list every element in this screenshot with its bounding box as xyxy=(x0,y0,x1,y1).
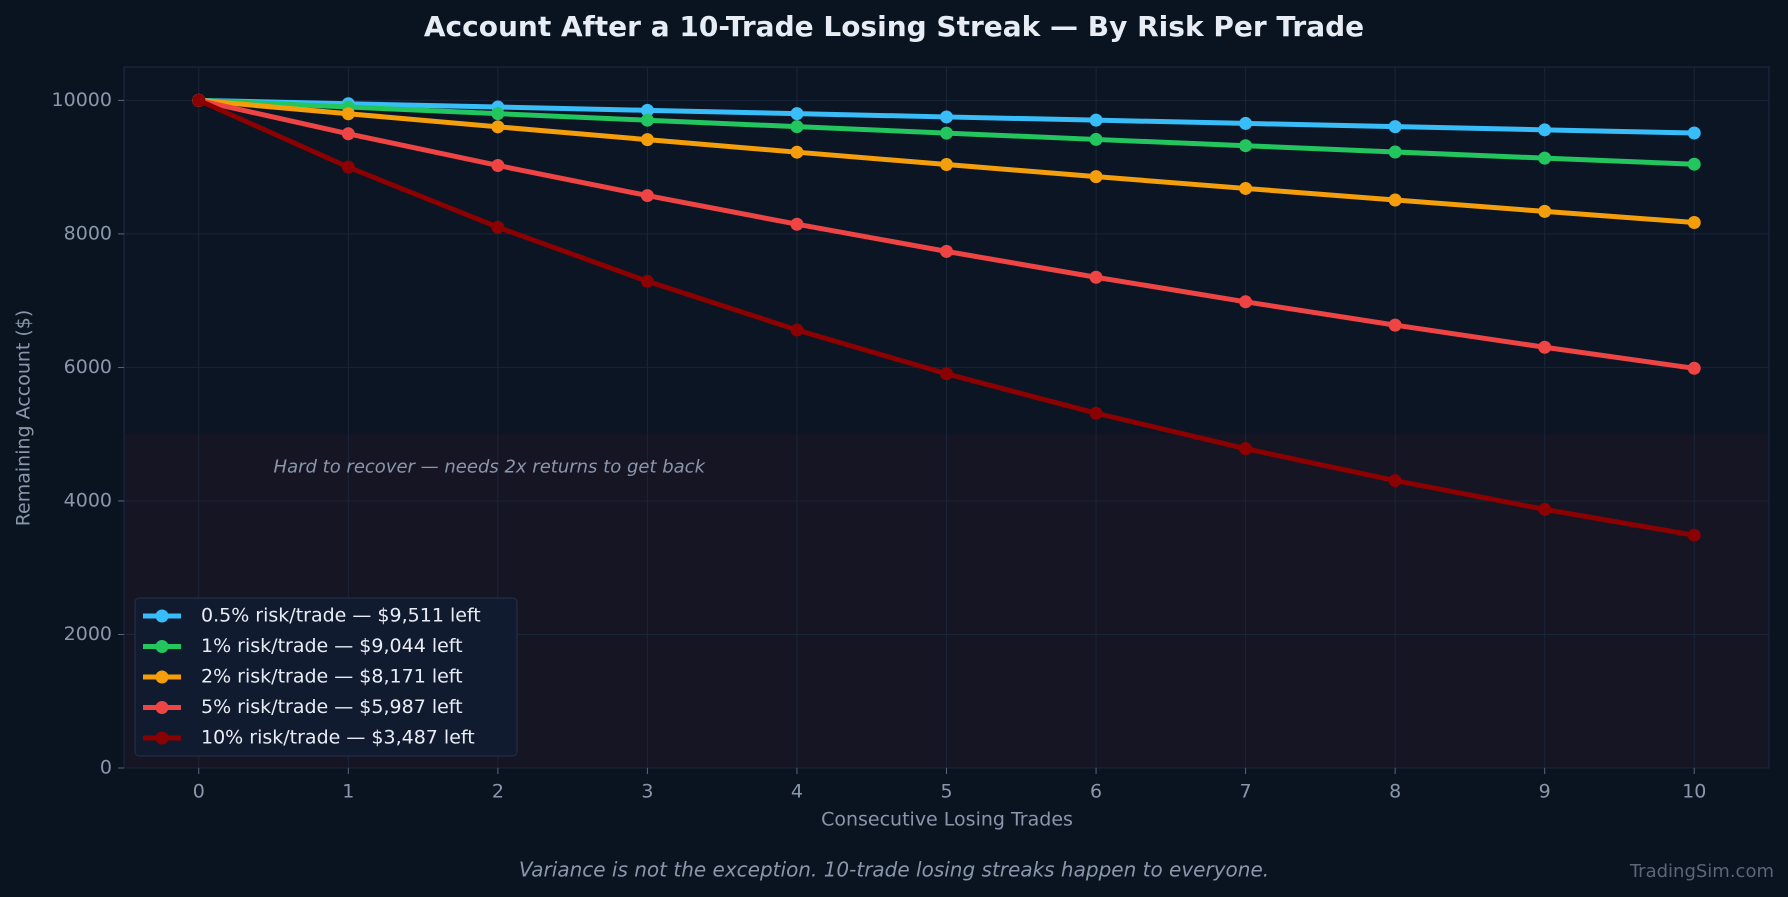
y-tick-label: 0 xyxy=(100,757,112,779)
x-tick-label: 10 xyxy=(1682,781,1706,803)
data-point xyxy=(940,244,953,258)
data-point xyxy=(640,133,654,147)
data-point xyxy=(640,113,654,127)
data-point xyxy=(491,107,505,121)
legend-marker xyxy=(155,670,169,684)
data-point xyxy=(1089,270,1103,284)
data-point xyxy=(1538,340,1552,354)
x-tick-label: 2 xyxy=(492,781,504,803)
data-point xyxy=(790,323,804,337)
data-point xyxy=(640,274,654,288)
legend-marker xyxy=(155,731,169,745)
data-point xyxy=(1239,295,1253,309)
data-point xyxy=(341,160,355,174)
data-point xyxy=(192,93,206,107)
x-tick-label: 9 xyxy=(1539,781,1551,803)
y-tick-label: 6000 xyxy=(64,356,112,378)
data-point xyxy=(1388,120,1402,134)
data-point xyxy=(1089,132,1103,146)
data-point xyxy=(1388,318,1402,332)
data-point xyxy=(1687,361,1701,375)
annotation: Hard to recover — needs 2x returns to ge… xyxy=(274,457,707,478)
data-point xyxy=(1239,181,1253,195)
x-tick-label: 1 xyxy=(342,781,354,803)
data-point xyxy=(1538,123,1552,137)
legend-marker xyxy=(155,701,169,714)
data-point xyxy=(341,127,355,141)
y-tick-label: 8000 xyxy=(64,222,112,244)
data-point xyxy=(1388,474,1402,488)
legend-label: 10% risk/trade — $3,487 left xyxy=(201,727,475,749)
data-point xyxy=(790,120,804,134)
data-point xyxy=(940,126,953,140)
x-tick-label: 4 xyxy=(791,781,803,803)
data-point xyxy=(1538,204,1552,218)
y-tick-label: 2000 xyxy=(64,623,112,645)
x-tick-label: 8 xyxy=(1389,781,1401,803)
data-point xyxy=(640,103,654,117)
y-tick-label: 4000 xyxy=(64,489,112,511)
legend-label: 1% risk/trade — $9,044 left xyxy=(201,635,463,657)
data-point xyxy=(790,107,804,121)
data-point xyxy=(790,217,804,231)
footnote: Variance is not the exception. 10-trade … xyxy=(519,858,1269,882)
data-point xyxy=(640,189,654,203)
data-point xyxy=(491,120,505,134)
data-point xyxy=(940,367,953,381)
legend-marker xyxy=(155,609,169,623)
data-point xyxy=(1687,157,1701,171)
data-point xyxy=(940,158,953,172)
data-point xyxy=(1089,170,1103,184)
x-tick-label: 5 xyxy=(940,781,952,803)
x-tick-label: 7 xyxy=(1240,781,1252,803)
data-point xyxy=(1239,139,1253,153)
x-tick-label: 6 xyxy=(1090,781,1102,803)
data-point xyxy=(491,220,505,234)
data-point xyxy=(1687,126,1701,140)
data-point xyxy=(1687,528,1701,542)
data-point xyxy=(1388,145,1402,159)
data-point xyxy=(1089,406,1103,420)
y-tick-label: 10000 xyxy=(52,89,112,111)
data-point xyxy=(790,145,804,159)
chart-title: Account After a 10-Trade Losing Streak —… xyxy=(424,10,1364,43)
watermark: TradingSim.com xyxy=(1629,861,1774,882)
data-point xyxy=(1687,215,1701,229)
data-point xyxy=(1388,193,1402,207)
data-point xyxy=(1089,113,1103,127)
y-axis-label: Remaining Account ($) xyxy=(13,310,35,527)
data-point xyxy=(1538,502,1552,516)
legend-label: 0.5% risk/trade — $9,511 left xyxy=(201,605,481,627)
legend-label: 5% risk/trade — $5,987 left xyxy=(201,696,463,718)
data-point xyxy=(341,107,355,121)
data-point xyxy=(491,158,505,172)
x-tick-label: 3 xyxy=(641,781,653,803)
legend-label: 2% risk/trade — $8,171 left xyxy=(201,666,463,688)
data-point xyxy=(940,110,953,124)
legend-marker xyxy=(155,640,169,653)
data-point xyxy=(1538,151,1552,165)
data-point xyxy=(1239,442,1253,456)
data-point xyxy=(1239,116,1253,130)
legend-box xyxy=(134,597,518,757)
x-tick-label: 0 xyxy=(193,781,205,803)
x-axis-label: Consecutive Losing Trades xyxy=(821,809,1073,831)
